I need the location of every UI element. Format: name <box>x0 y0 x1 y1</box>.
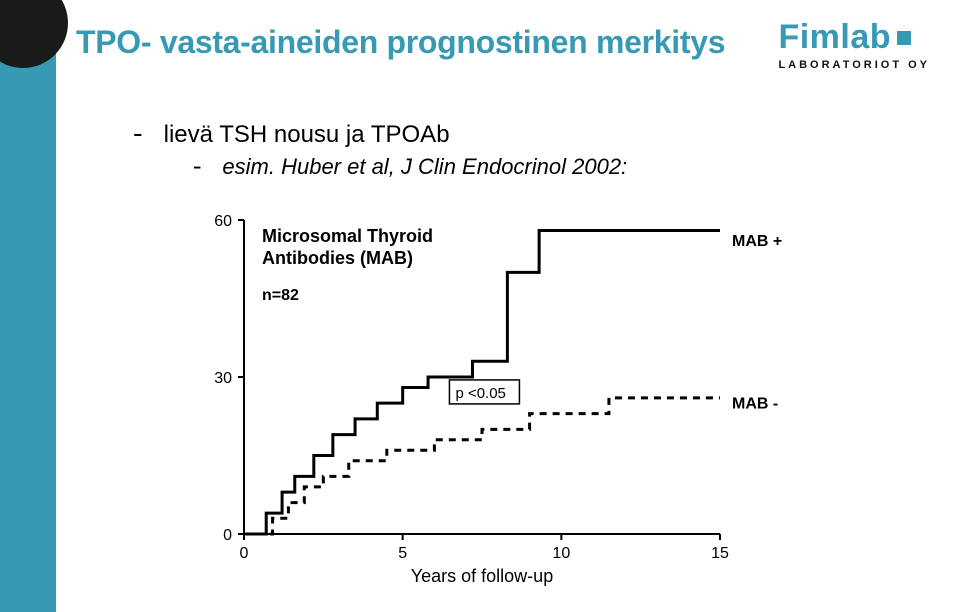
left-accent-band <box>0 0 56 612</box>
brand-logo: Fimlab LABORATORIOT OY <box>778 18 930 71</box>
svg-text:0: 0 <box>223 527 232 544</box>
svg-text:Years of follow-up: Years of follow-up <box>411 566 553 586</box>
svg-text:n=82: n=82 <box>262 287 299 304</box>
svg-text:60: 60 <box>214 213 232 230</box>
corner-decoration <box>0 0 68 68</box>
svg-text:MAB +: MAB + <box>732 233 782 250</box>
svg-text:Antibodies (MAB): Antibodies (MAB) <box>262 248 413 268</box>
bullet-2-text: esim. Huber et al, J Clin Endocrinol 200… <box>222 154 627 179</box>
svg-text:p <0.05: p <0.05 <box>455 385 505 402</box>
bullet-level-2: -esim. Huber et al, J Clin Endocrinol 20… <box>190 154 627 182</box>
logo-subtext: LABORATORIOT OY <box>778 59 930 71</box>
svg-text:5: 5 <box>398 545 407 562</box>
page-title: TPO- vasta-aineiden prognostinen merkity… <box>76 24 725 61</box>
logo-dot-icon <box>897 31 911 45</box>
svg-text:0: 0 <box>240 545 249 562</box>
svg-text:15: 15 <box>711 545 729 562</box>
svg-text:Microsomal Thyroid: Microsomal Thyroid <box>262 226 433 246</box>
bullet-level-1: -lievä TSH nousu ja TPOAb <box>130 120 450 150</box>
svg-text:MAB -: MAB - <box>732 395 778 412</box>
logo-text: Fimlab <box>778 18 891 57</box>
svg-text:30: 30 <box>214 370 232 387</box>
bullet-1-text: lievä TSH nousu ja TPOAb <box>164 121 450 148</box>
survival-chart: 0 30 60 0 5 10 15 Years of follow-up Microsomal … <box>180 210 820 590</box>
svg-text:10: 10 <box>552 545 570 562</box>
